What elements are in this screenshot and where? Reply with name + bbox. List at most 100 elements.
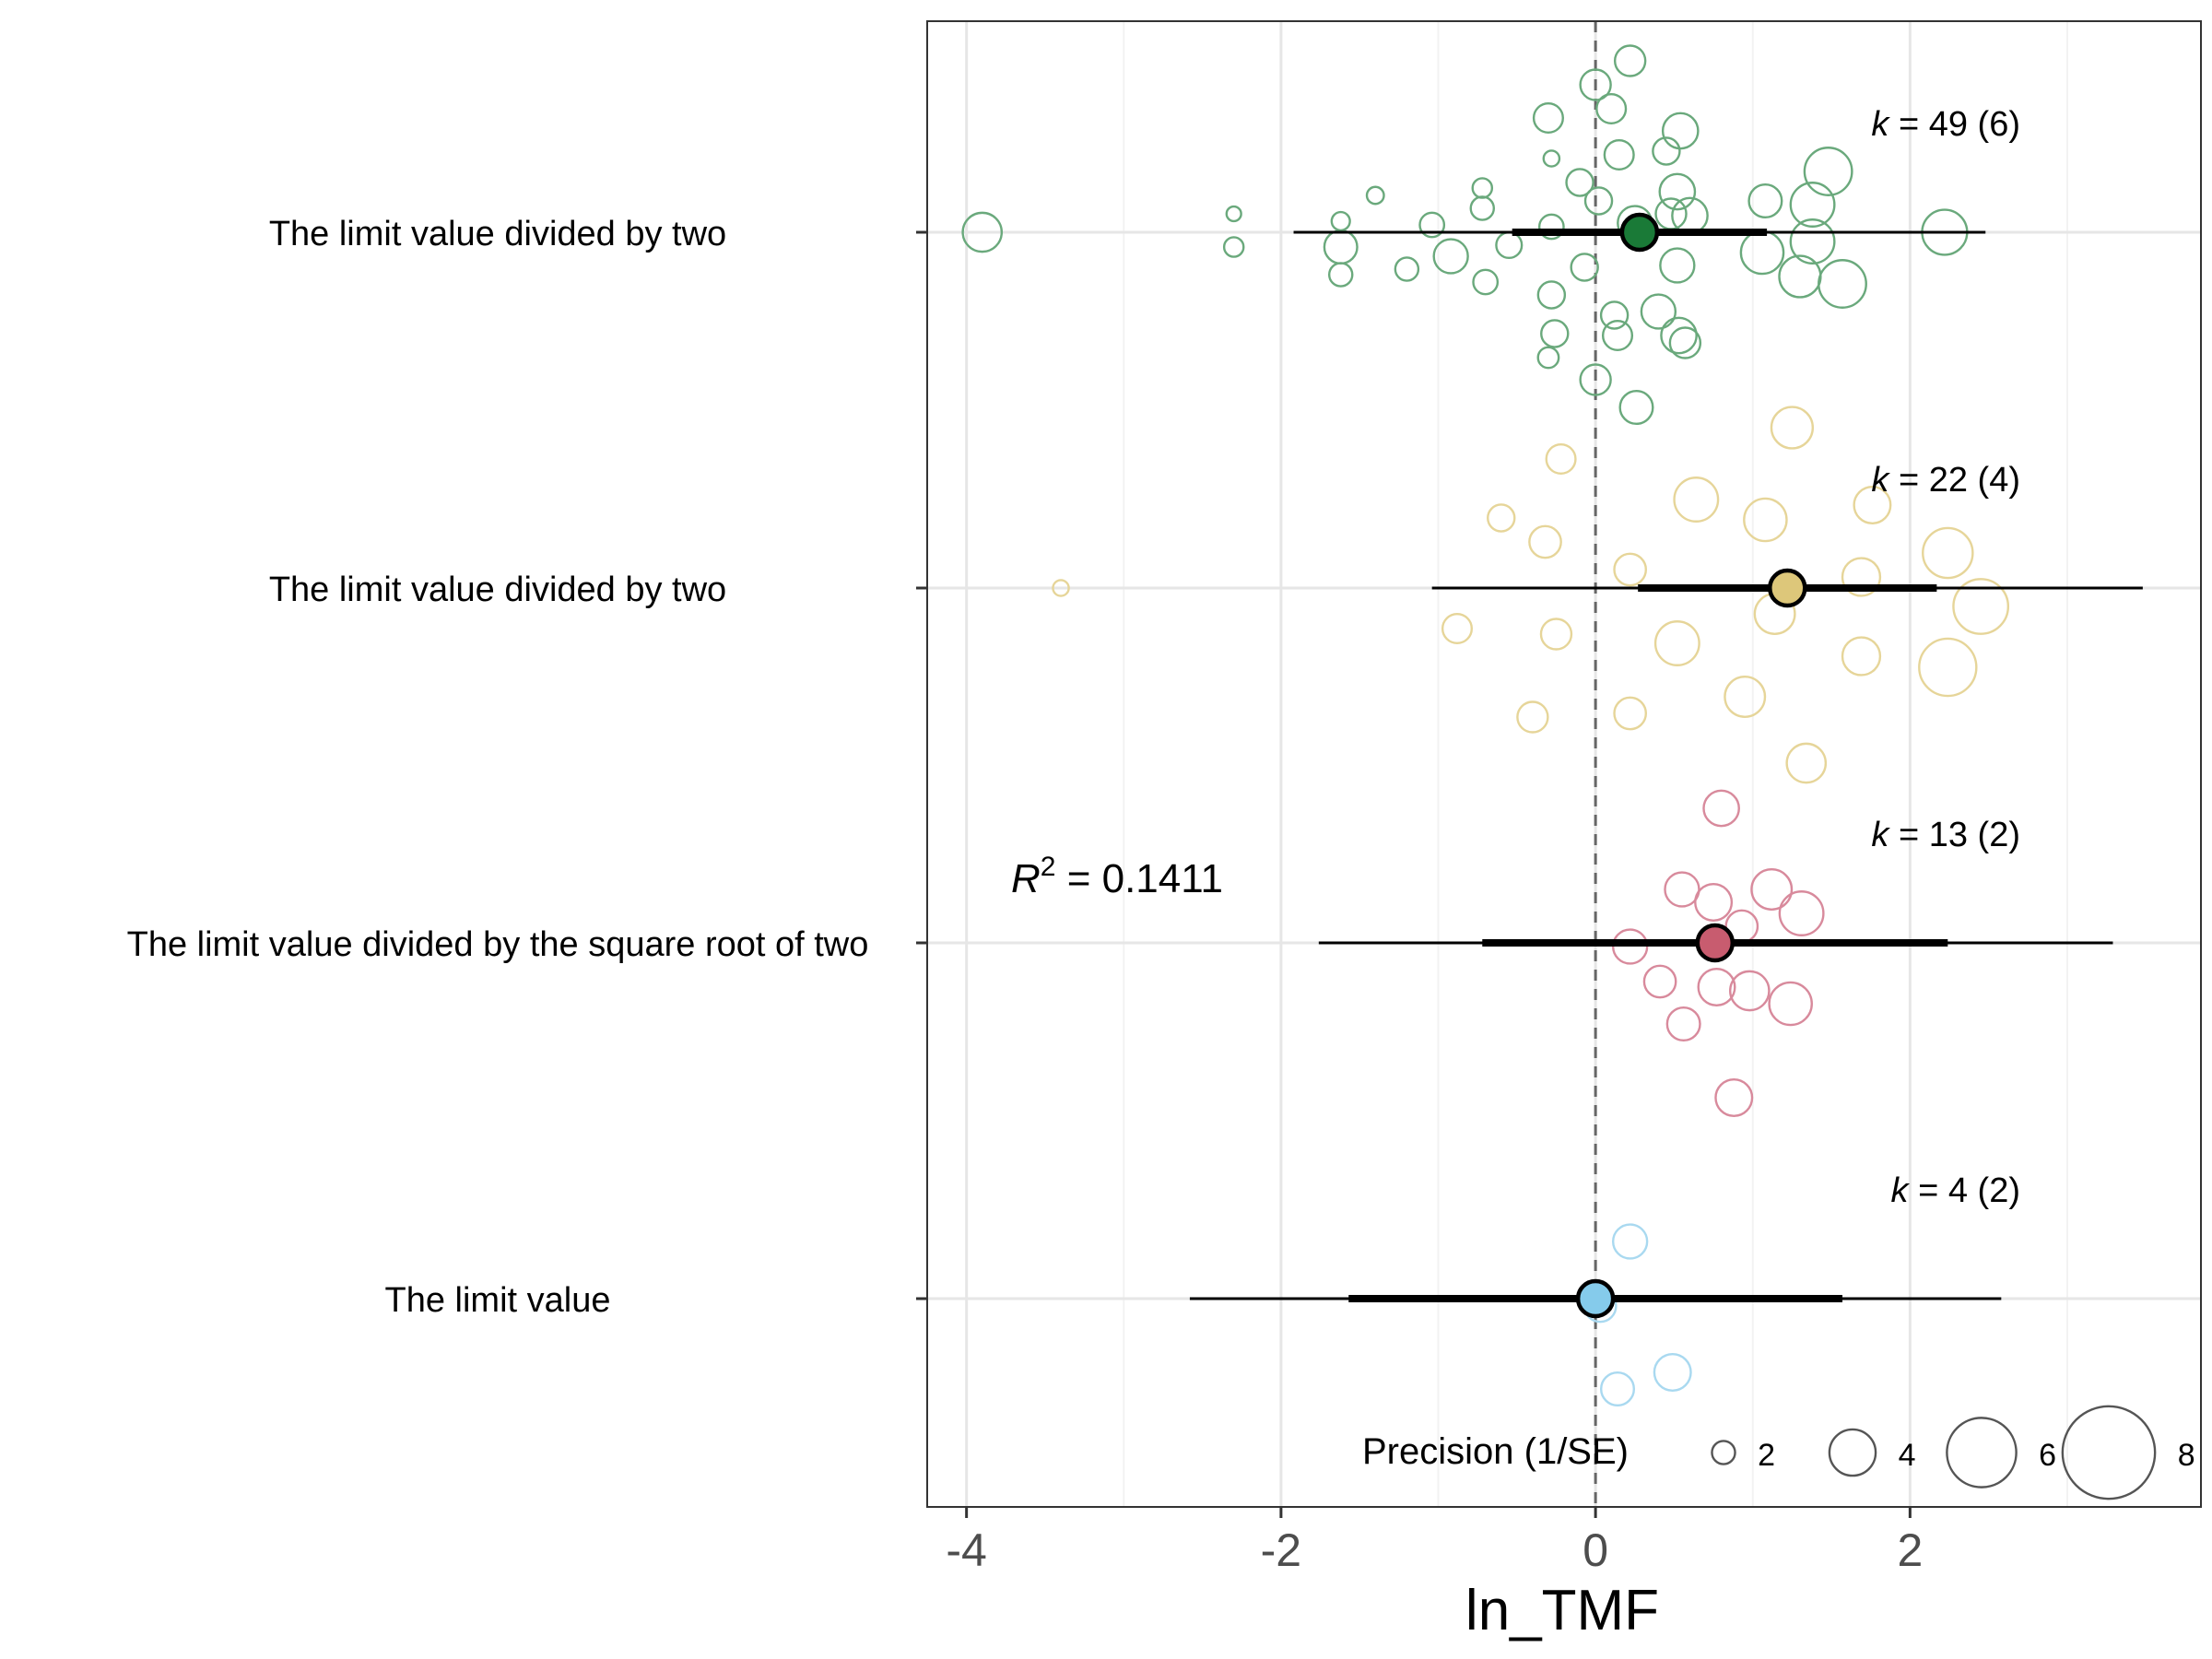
effect-size-point xyxy=(1539,618,1573,651)
legend-size-label: 2 xyxy=(1758,1438,1775,1473)
effect-size-point xyxy=(1618,389,1654,426)
effect-size-point xyxy=(1595,92,1628,125)
r2-symbol: R xyxy=(1011,856,1041,901)
k-label: k = 4 (2) xyxy=(1891,1171,2020,1210)
k-count: = 22 (4) xyxy=(1888,461,2020,500)
effect-size-point xyxy=(1747,182,1783,219)
effect-size-point xyxy=(1601,319,1634,352)
effect-size-point xyxy=(1922,526,1974,580)
y-axis: The limit value divided by two The limit … xyxy=(127,215,927,1320)
effect-size-points xyxy=(961,44,2010,1407)
effect-size-point xyxy=(1665,1006,1701,1042)
k-symbol: k xyxy=(1871,105,1890,144)
effect-size-point xyxy=(1441,612,1474,645)
effect-size-point xyxy=(1532,101,1564,135)
effect-size-point xyxy=(1697,967,1736,1006)
effect-size-point xyxy=(1673,477,1720,523)
effect-size-point xyxy=(1768,981,1813,1027)
effect-size-point xyxy=(1818,259,1867,309)
effect-size-point xyxy=(1536,346,1560,370)
effect-size-point xyxy=(1365,185,1385,206)
effect-size-point xyxy=(1432,238,1469,275)
y-axis-category-label: The limit value divided by two xyxy=(269,215,726,253)
effect-size-point xyxy=(1729,970,1771,1012)
legend-size-circle xyxy=(1828,1428,1877,1477)
effect-size-point xyxy=(1750,868,1794,911)
effect-size-point xyxy=(1540,319,1570,348)
effect-size-point xyxy=(1052,579,1070,597)
effect-size-point xyxy=(1537,213,1565,241)
effect-size-point xyxy=(1770,406,1815,450)
effect-size-point xyxy=(1579,68,1612,101)
effect-size-point xyxy=(1660,316,1698,355)
k-label: k = 49 (6) xyxy=(1871,105,2020,144)
effect-size-point xyxy=(1652,136,1681,166)
r2-superscript: 2 xyxy=(1041,852,1056,882)
legend-title: Precision (1/SE) xyxy=(1362,1431,1629,1472)
effect-size-point xyxy=(1778,890,1825,936)
effect-size-point xyxy=(1743,497,1788,543)
x-axis-tick-label: 0 xyxy=(1583,1524,1608,1576)
effect-size-point xyxy=(1418,211,1446,239)
effect-size-point xyxy=(1487,503,1516,533)
r2-value: = 0.1411 xyxy=(1055,856,1222,901)
effect-size-point xyxy=(1702,789,1740,828)
group-estimate-point xyxy=(1768,568,1807,608)
effect-size-point xyxy=(1653,620,1700,666)
x-axis-tick-label: 2 xyxy=(1897,1524,1923,1576)
effect-size-point xyxy=(1611,1223,1649,1260)
effect-size-point xyxy=(1714,1077,1754,1117)
effect-size-point xyxy=(1841,636,1882,677)
effect-size-point xyxy=(1785,742,1828,784)
effect-size-point xyxy=(1570,253,1599,282)
legend-size-circle xyxy=(1946,1417,2018,1488)
group-estimate-point xyxy=(1619,212,1660,253)
k-label: k = 22 (4) xyxy=(1871,461,2020,500)
effect-size-point xyxy=(1599,1371,1636,1407)
effect-size-point xyxy=(1789,182,1836,228)
y-axis-category-label: The limit value divided by the square ro… xyxy=(127,925,869,964)
effect-size-point xyxy=(1789,218,1836,265)
effect-size-point xyxy=(1469,195,1496,221)
effect-size-point xyxy=(1694,883,1734,923)
effect-size-point xyxy=(961,211,1004,253)
effect-size-point xyxy=(1613,552,1648,587)
effect-size-point xyxy=(1653,1352,1692,1392)
x-axis: -4 -2 0 2 xyxy=(946,1507,1923,1576)
group-estimate-point xyxy=(1575,1278,1616,1319)
x-axis-title: ln_TMF xyxy=(1465,1579,1659,1642)
legend-items: 2 4 6 8 xyxy=(1711,1405,2195,1500)
effect-size-point xyxy=(1952,578,2010,635)
effect-size-point xyxy=(1542,149,1561,168)
effect-size-point xyxy=(1659,247,1696,284)
effect-size-point xyxy=(1565,168,1594,197)
effect-size-point xyxy=(1803,147,1853,196)
legend-size-label: 6 xyxy=(2039,1438,2056,1473)
legend-size-label: 4 xyxy=(1899,1438,1916,1473)
plot-panel-border xyxy=(926,20,2202,1508)
effect-size-point xyxy=(1918,637,1978,698)
effect-size-point xyxy=(1579,363,1612,396)
effect-size-point xyxy=(1658,172,1697,211)
k-symbol: k xyxy=(1891,1171,1911,1210)
effect-size-point xyxy=(1613,44,1647,77)
effect-size-point xyxy=(1225,205,1242,223)
effect-size-point xyxy=(1853,486,1892,525)
precision-legend: Precision (1/SE) 2 4 6 8 xyxy=(1362,1405,2195,1500)
effect-size-point xyxy=(1536,280,1567,310)
k-count: = 4 (2) xyxy=(1909,1171,2020,1210)
effect-size-point xyxy=(1841,557,1882,597)
effect-size-point xyxy=(1642,964,1677,999)
effect-size-point xyxy=(1472,268,1500,296)
group-estimate-point xyxy=(1695,923,1735,963)
k-count: = 49 (6) xyxy=(1888,105,2020,144)
effect-size-point xyxy=(1599,300,1630,330)
group-estimates xyxy=(1575,212,1807,1319)
effect-size-point xyxy=(1516,700,1549,734)
k-labels: k = 49 (6)k = 22 (4)k = 13 (2)k = 4 (2) xyxy=(1871,105,2020,1210)
y-axis-category-label: The limit value xyxy=(385,1281,611,1320)
plot-panel-background xyxy=(927,21,2201,1507)
x-axis-tick-label: -4 xyxy=(946,1524,986,1576)
effect-size-point xyxy=(1640,293,1677,330)
